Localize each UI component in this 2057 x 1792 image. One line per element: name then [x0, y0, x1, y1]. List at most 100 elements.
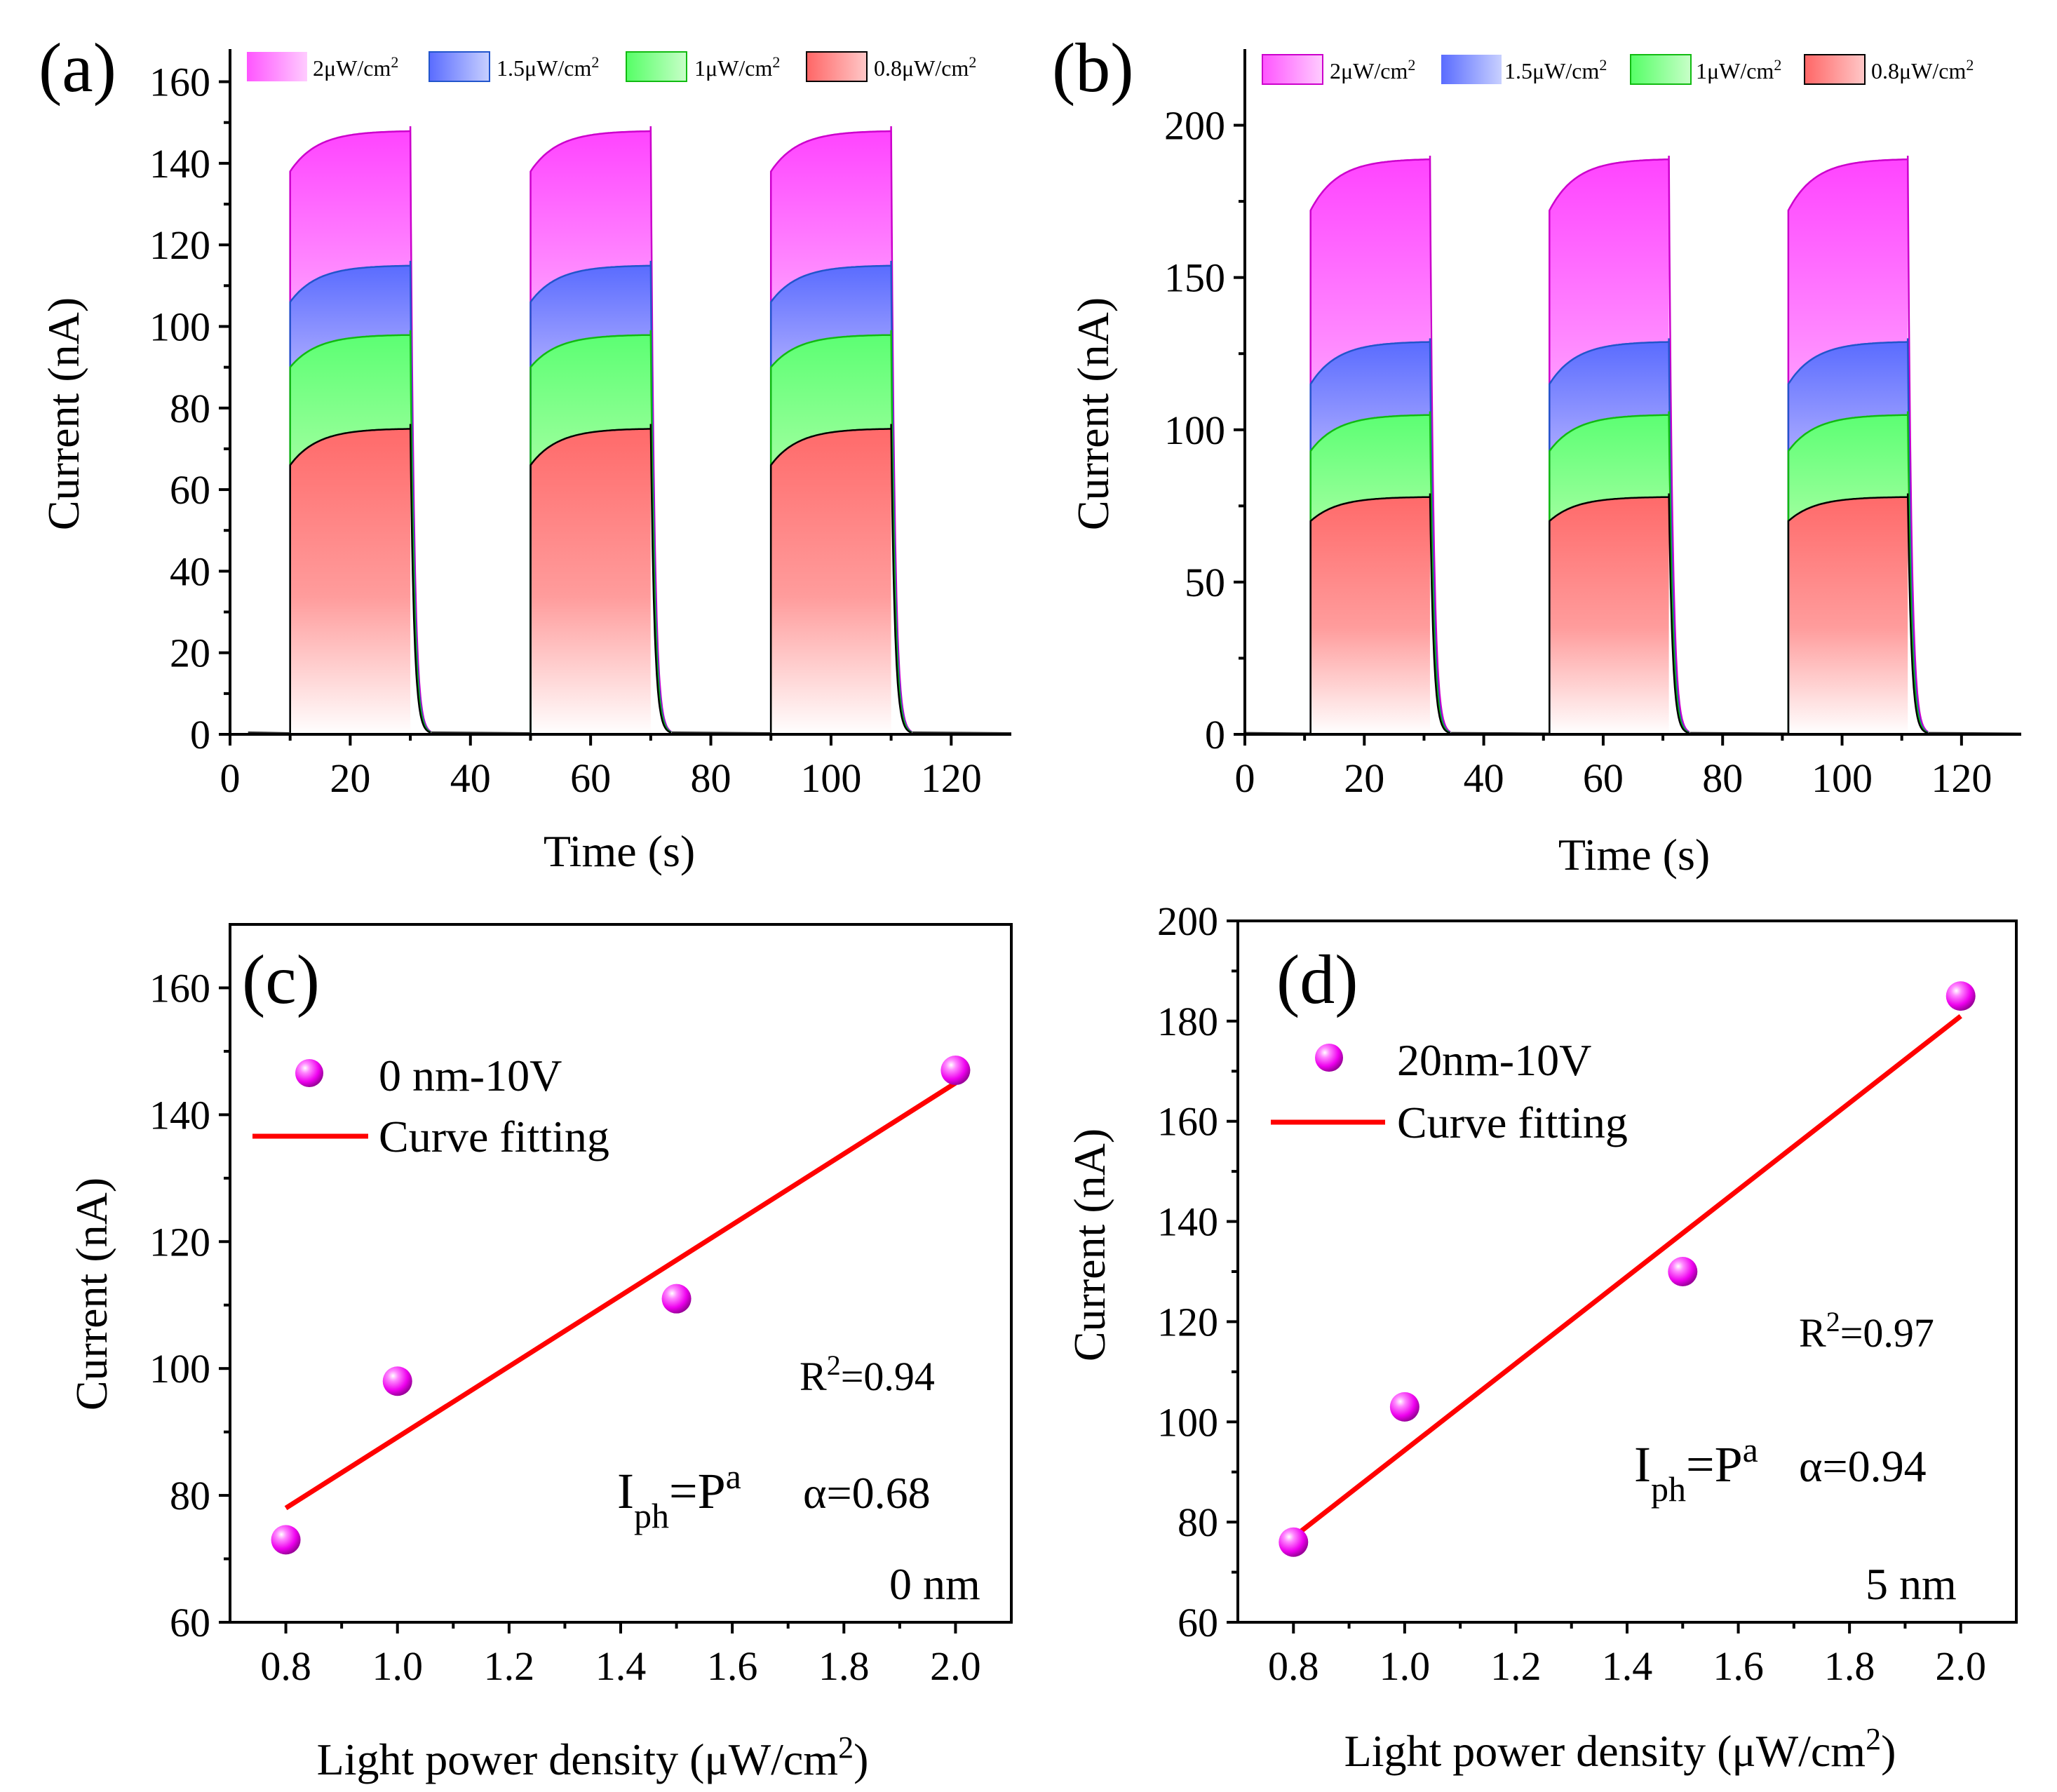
panel-b-y-axis-title: Current (nA) — [1068, 297, 1118, 530]
y-tick-label: 120 — [1157, 1299, 1218, 1345]
pulse-fill-p08 — [771, 429, 891, 734]
legend-label-fit: Curve fitting — [1397, 1098, 1628, 1147]
pulse-line-p08 — [1549, 493, 1690, 734]
x-tick-label: 1.2 — [484, 1643, 535, 1689]
y-tick-label: 200 — [1164, 103, 1225, 149]
panel-c-chart: 0.8 1.0 1.2 1.4 1.6 1.8 2.0 60 80 100 120 140 160 (… — [67, 923, 1013, 1784]
pulse-fill-p08 — [1788, 497, 1908, 734]
pulse-line-p1 — [769, 330, 912, 734]
y-tick-label: 80 — [1178, 1500, 1218, 1545]
x-tick-label: 40 — [1464, 755, 1504, 801]
fit-line — [1292, 1013, 1962, 1540]
legend-label-series: 0 nm-10V — [379, 1051, 562, 1100]
data-point — [382, 1366, 412, 1396]
legend-label-1uw: 1μW/cm2 — [694, 53, 780, 81]
legend-swatch-2uw — [1262, 54, 1323, 85]
x-tick-label: 120 — [921, 755, 982, 801]
panel-d-y-axis-title: Current (nA) — [1065, 1129, 1114, 1361]
x-tick-label: 1.4 — [1602, 1643, 1653, 1689]
y-tick-label: 100 — [1157, 1399, 1218, 1445]
pulse-fill-p15 — [530, 265, 651, 368]
x-tick-label: 0.8 — [260, 1643, 311, 1689]
y-tick-label: 100 — [149, 304, 210, 349]
x-tick-label: 60 — [570, 755, 611, 801]
y-tick-label: 40 — [170, 548, 210, 594]
data-point — [1945, 981, 1976, 1011]
pulse-line-p1 — [1787, 411, 1929, 734]
data-point — [271, 1525, 301, 1555]
legend-swatch-2uw — [247, 52, 307, 81]
legend-label-2uw: 2μW/cm2 — [313, 53, 398, 81]
x-tick-label: 100 — [1812, 755, 1873, 801]
pulse-fill-p1 — [1310, 415, 1430, 521]
x-tick-label: 1.6 — [707, 1643, 758, 1689]
panel-a-plot-area — [219, 49, 1012, 746]
x-tick-label: 1.0 — [1380, 1643, 1431, 1689]
y-tick-label: 50 — [1185, 560, 1225, 605]
y-tick-label: 140 — [1157, 1199, 1218, 1245]
panel-d-y-tick-labels: 60 80 100 120 140 160 180 200 — [1157, 898, 1218, 1645]
y-tick-label: 140 — [149, 1092, 210, 1138]
pulse-fill-p1 — [1549, 415, 1669, 521]
x-tick-label: 2.0 — [1935, 1643, 1986, 1689]
panel-c-legend: 0 nm-10V Curve fitting — [252, 1051, 609, 1161]
pulse-line-p1 — [530, 330, 672, 734]
legend-marker-icon — [295, 1059, 323, 1087]
pulse-fill-p15 — [771, 265, 891, 368]
pulse-fill-p15 — [1310, 342, 1430, 452]
panel-b-label: (b) — [1052, 29, 1134, 107]
x-tick-label: 20 — [1344, 755, 1384, 801]
pulse-fill-p08 — [290, 429, 411, 734]
legend-swatch-1-5uw — [1441, 55, 1502, 84]
pulse-line-p2 — [1787, 155, 1929, 734]
legend-label-fit: Curve fitting — [379, 1112, 609, 1161]
data-point — [661, 1284, 692, 1314]
x-tick-label: 100 — [800, 755, 861, 801]
pulse-line-p08 — [289, 424, 431, 734]
y-tick-label: 140 — [149, 141, 210, 187]
panel-b-x-axis-title: Time (s) — [1558, 830, 1710, 880]
panel-a-legend: 2μW/cm2 1.5μW/cm2 1μW/cm2 0.8μW/cm2 — [247, 51, 976, 82]
pulse-fill-p15 — [290, 265, 411, 368]
pulse-line-p2 — [1549, 155, 1690, 734]
y-tick-label: 150 — [1164, 255, 1225, 301]
pulse-fill-p1 — [530, 335, 651, 466]
legend-label-1uw: 1μW/cm2 — [1696, 56, 1781, 84]
y-tick-label: 180 — [1157, 999, 1218, 1044]
legend-swatch-0-8uw — [806, 51, 868, 82]
x-tick-label: 1.0 — [372, 1643, 423, 1689]
legend-label-1-5uw: 1.5μW/cm2 — [497, 53, 599, 81]
pulse-fill-p2 — [771, 131, 891, 302]
pulse-line-p08 — [769, 424, 912, 734]
data-point — [1389, 1392, 1419, 1422]
pulse-line-p2 — [530, 126, 672, 734]
x-tick-label: 80 — [1702, 755, 1743, 801]
x-tick-label: 80 — [691, 755, 731, 801]
legend-swatch-0-8uw — [1804, 54, 1866, 85]
pulse-line-p1 — [1309, 411, 1451, 734]
legend-label-0-8uw: 0.8μW/cm2 — [1871, 56, 1974, 84]
pulse-line-p08 — [1309, 493, 1451, 734]
x-tick-label: 20 — [330, 755, 370, 801]
x-tick-label: 0 — [1235, 755, 1255, 801]
formula-label: Iph=Pa — [617, 1457, 741, 1535]
panel-d-chart: 0.8 1.0 1.2 1.4 1.6 1.8 2.0 60 80 100 120 140 160 18… — [1065, 898, 2018, 1776]
y-tick-label: 200 — [1157, 898, 1218, 944]
pulse-fill-p2 — [1310, 159, 1430, 384]
panel-a-y-axis-title: Current (nA) — [39, 297, 88, 530]
y-tick-label: 100 — [1164, 407, 1225, 453]
panel-b-plot-area — [1234, 49, 2022, 746]
pulse-line-p08 — [530, 424, 672, 734]
pulse-fill-p15 — [1788, 342, 1908, 452]
panel-b-legend: 2μW/cm2 1.5μW/cm2 1μW/cm2 0.8μW/cm2 — [1262, 54, 1974, 85]
alpha-label: α=0.68 — [803, 1468, 931, 1518]
pulse-line-p1 — [289, 330, 431, 734]
pulse-fill-p1 — [771, 335, 891, 466]
y-tick-label: 160 — [1157, 1099, 1218, 1145]
data-point — [1668, 1257, 1698, 1286]
y-tick-label: 20 — [170, 631, 210, 676]
y-tick-label: 80 — [170, 386, 210, 431]
legend-label-0-8uw: 0.8μW/cm2 — [874, 53, 976, 81]
panel-a-chart: (a) 0 20 40 60 80 100 120 0 20 40 60 80 100 120 140 16… — [39, 29, 1012, 876]
